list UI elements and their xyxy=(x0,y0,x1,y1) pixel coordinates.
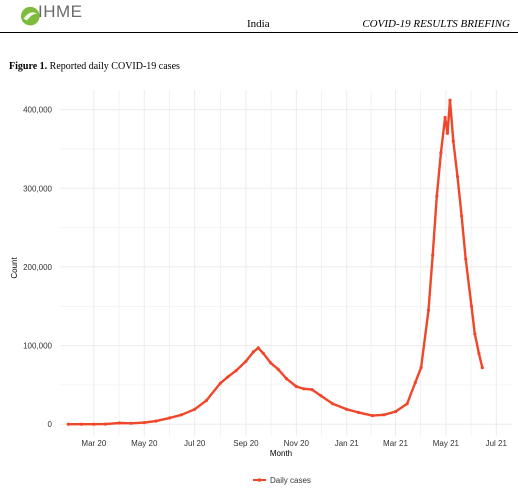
data-point xyxy=(226,375,230,379)
x-tick-label: Jul 21 xyxy=(486,439,508,448)
logo-leaf-icon xyxy=(23,12,38,21)
logo-text: IHME xyxy=(38,2,83,21)
x-tick-label: Jul 20 xyxy=(184,439,206,448)
data-point xyxy=(204,399,208,403)
data-point xyxy=(256,346,260,350)
data-point xyxy=(92,422,96,426)
x-tick-label: Nov 20 xyxy=(284,439,310,448)
data-point xyxy=(473,332,477,336)
data-point xyxy=(455,174,460,179)
data-point xyxy=(331,402,335,406)
legend-label: Daily cases xyxy=(270,476,311,485)
x-tick-label: Jan 21 xyxy=(335,439,360,448)
series-layer xyxy=(66,98,484,426)
data-point xyxy=(154,419,158,423)
data-point xyxy=(393,410,398,414)
y-tick-label: 300,000 xyxy=(23,184,52,193)
data-point xyxy=(426,308,431,312)
x-tick-label: May 21 xyxy=(433,439,460,448)
data-point xyxy=(302,387,306,391)
briefing-title: COVID-19 RESULTS BRIEFING xyxy=(362,18,510,30)
data-point xyxy=(345,407,349,411)
country-name: India xyxy=(247,18,270,30)
x-tick-labels: Mar 20 May 20 Jul 20 Sep 20 Nov 20 Jan 21 Mar … xyxy=(81,439,507,448)
x-axis-title: Month xyxy=(270,449,292,458)
report-header: IHME India COVID-19 RESULTS BRIEFING xyxy=(0,0,518,40)
figure-caption: Figure 1. Reported daily COVID-19 cases xyxy=(9,61,180,72)
data-point xyxy=(251,350,255,354)
data-point xyxy=(294,384,298,389)
data-point xyxy=(284,377,288,381)
x-tick-label: Mar 20 xyxy=(81,439,106,448)
data-point xyxy=(382,413,386,417)
data-point xyxy=(117,421,122,425)
figure-label: Figure 1. xyxy=(9,61,48,72)
y-tick-labels: 0 100,000 200,000 300,000 400,000 xyxy=(23,106,52,430)
x-tick-label: Mar 21 xyxy=(383,439,408,448)
data-point xyxy=(129,421,133,425)
data-point xyxy=(370,414,374,418)
series-line-daily-cases xyxy=(68,98,484,426)
figure-title: Reported daily COVID-19 cases xyxy=(49,61,180,72)
data-point xyxy=(193,407,197,411)
data-point xyxy=(356,410,360,414)
data-point xyxy=(66,422,70,426)
y-axis-title: Count xyxy=(10,257,19,279)
data-point xyxy=(445,131,450,135)
data-point xyxy=(469,304,474,308)
data-point xyxy=(460,214,464,218)
data-point xyxy=(439,151,443,155)
x-tick-label: May 20 xyxy=(131,439,158,448)
data-point xyxy=(443,115,447,120)
data-point xyxy=(419,366,423,370)
data-point xyxy=(261,351,265,355)
data-point xyxy=(310,388,314,392)
data-point xyxy=(480,366,484,370)
data-point xyxy=(405,402,409,406)
y-tick-label: 200,000 xyxy=(23,263,52,272)
data-point xyxy=(179,413,184,417)
data-point xyxy=(413,380,417,385)
data-point xyxy=(319,394,323,398)
data-point xyxy=(435,194,439,198)
data-point xyxy=(477,351,481,355)
data-point xyxy=(431,253,435,257)
header-divider xyxy=(0,32,518,33)
data-point xyxy=(103,422,107,426)
y-tick-label: 100,000 xyxy=(23,342,52,351)
data-point xyxy=(234,369,238,373)
daily-cases-chart: 0 100,000 200,000 300,000 400,000 Mar 20 May … xyxy=(10,90,512,485)
data-point xyxy=(244,359,248,363)
data-point xyxy=(448,98,452,102)
data-point xyxy=(218,381,222,385)
data-point xyxy=(79,422,84,426)
chart-legend: Daily cases xyxy=(253,476,311,485)
y-tick-label: 400,000 xyxy=(23,106,52,115)
data-point xyxy=(276,367,280,371)
x-tick-label: Sep 20 xyxy=(233,439,259,448)
ihme-logo xyxy=(21,6,40,26)
legend-point-swatch xyxy=(257,478,262,482)
data-point xyxy=(464,257,468,261)
data-point xyxy=(269,361,273,365)
y-tick-label: 0 xyxy=(48,420,53,429)
grid-layer xyxy=(60,90,512,436)
data-point xyxy=(168,416,172,420)
data-point xyxy=(142,421,146,425)
data-point xyxy=(451,139,455,143)
